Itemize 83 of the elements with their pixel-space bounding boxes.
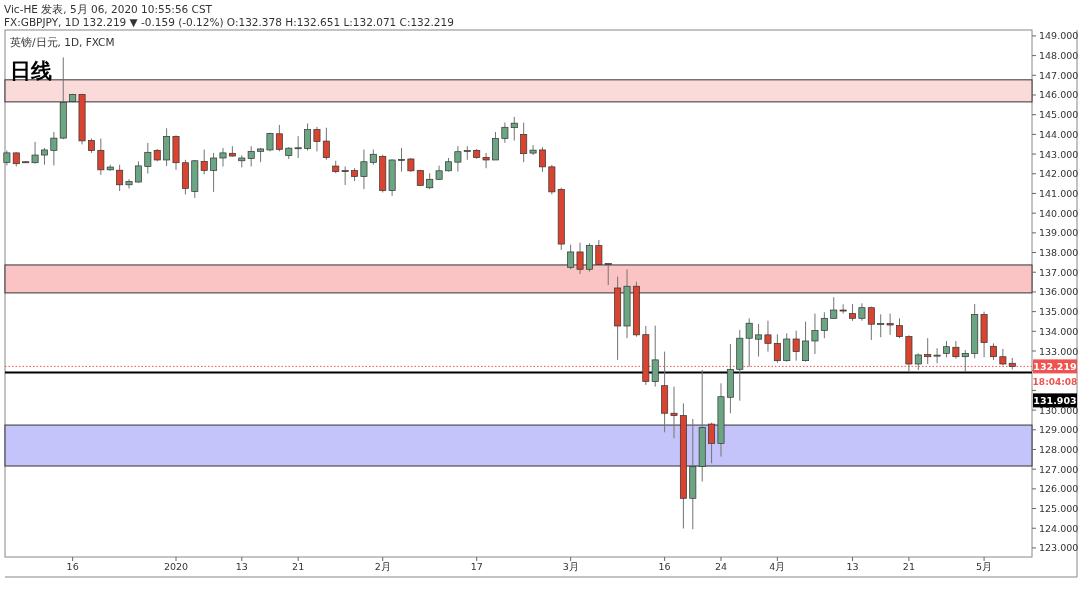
y-tick-label: 133.000 bbox=[1039, 345, 1079, 357]
y-tick-label: 148.000 bbox=[1039, 50, 1079, 62]
candlestick bbox=[529, 144, 537, 156]
candlestick bbox=[501, 122, 509, 144]
candlestick bbox=[31, 141, 39, 165]
candlestick bbox=[539, 146, 546, 173]
text: FX:GBPJPY, 1D 132.219 ▼ -0.159 (-0.12%) O:132.378 H:132.651 L:132.071 C:132.219 bbox=[4, 16, 454, 28]
candlestick bbox=[764, 320, 772, 353]
x-tick-label: 13 bbox=[846, 561, 859, 572]
text: 英镑/日元, 1D, FXCM bbox=[10, 36, 115, 48]
text: Vic-HE 发表, 5月 06, 2020 10:55:56 CST bbox=[4, 3, 213, 15]
y-tick-label: 139.000 bbox=[1039, 227, 1079, 239]
y-tick-label: 147.000 bbox=[1039, 69, 1079, 81]
candlestick bbox=[839, 303, 847, 315]
y-tick-label: 140.000 bbox=[1039, 207, 1079, 219]
x-tick-label: 16 bbox=[658, 561, 671, 572]
candlestick bbox=[134, 160, 142, 184]
y-tick-label: 141.000 bbox=[1039, 187, 1079, 199]
candlestick bbox=[275, 124, 283, 152]
y-tick-label: 137.000 bbox=[1039, 266, 1079, 278]
candlestick bbox=[398, 147, 405, 173]
y-tick-label: 130.000 bbox=[1039, 404, 1079, 416]
candlestick bbox=[210, 152, 218, 193]
y-tick-label: 136.000 bbox=[1039, 286, 1079, 298]
x-tick-label: 3月 bbox=[562, 561, 579, 572]
candlestick bbox=[510, 116, 518, 141]
candlestick bbox=[820, 311, 828, 339]
candlestick bbox=[961, 349, 969, 373]
candlestick bbox=[755, 323, 763, 358]
ref-line-label: 132.219 bbox=[1033, 360, 1077, 372]
x-tick-label: 24 bbox=[714, 561, 728, 572]
y-tick-label: 138.000 bbox=[1039, 247, 1079, 259]
ref-line-label: 131.903 bbox=[1033, 394, 1077, 406]
candlestick bbox=[454, 145, 462, 173]
candlestick bbox=[802, 321, 809, 363]
candlestick bbox=[520, 122, 528, 163]
y-tick-label: 127.000 bbox=[1039, 463, 1079, 475]
y-tick-label: 145.000 bbox=[1039, 109, 1079, 121]
candlestick bbox=[482, 152, 490, 169]
y-tick-label: 128.000 bbox=[1039, 443, 1079, 455]
candlestick bbox=[50, 131, 58, 166]
candlestick bbox=[341, 165, 349, 186]
annotation: 日线 bbox=[10, 59, 52, 83]
candlestick bbox=[830, 296, 838, 320]
y-tick-label: 124.000 bbox=[1039, 522, 1079, 534]
candlestick bbox=[116, 164, 124, 192]
y-tick-label: 126.000 bbox=[1039, 483, 1079, 495]
y-tick-label: 135.000 bbox=[1039, 306, 1079, 318]
candlestick bbox=[867, 306, 875, 341]
candlestick bbox=[360, 149, 368, 190]
candlestick bbox=[924, 337, 932, 365]
x-tick-label: 5月 bbox=[976, 561, 993, 572]
candlestick bbox=[219, 147, 227, 167]
candlestick bbox=[313, 126, 321, 152]
candlestick bbox=[125, 178, 133, 190]
y-tick-label: 129.000 bbox=[1039, 424, 1079, 436]
candlestick bbox=[877, 313, 885, 338]
candlestick bbox=[304, 123, 312, 152]
x-tick-label: 17 bbox=[470, 561, 483, 572]
y-tick-label: 123.000 bbox=[1039, 542, 1079, 554]
x-tick-label: 2020 bbox=[163, 561, 189, 572]
y-tick-label: 144.000 bbox=[1039, 128, 1079, 140]
candlestick bbox=[896, 317, 903, 339]
y-tick-label: 142.000 bbox=[1039, 168, 1079, 180]
y-tick-label: 125.000 bbox=[1039, 503, 1079, 515]
y-tick-label: 143.000 bbox=[1039, 148, 1079, 160]
x-tick-label: 4月 bbox=[769, 561, 786, 572]
candlestick bbox=[886, 313, 894, 336]
y-tick-label: 149.000 bbox=[1039, 30, 1079, 42]
y-tick-label: 134.000 bbox=[1039, 325, 1079, 337]
candlestick bbox=[773, 333, 781, 364]
candlestick bbox=[163, 127, 171, 167]
candlestick bbox=[322, 127, 330, 161]
candlestick bbox=[933, 347, 941, 364]
x-tick-label: 13 bbox=[235, 561, 248, 572]
text: 18:04:08 bbox=[1032, 377, 1078, 388]
x-tick-label: 2月 bbox=[374, 561, 391, 572]
y-tick-label: 146.000 bbox=[1039, 89, 1079, 101]
x-tick-label: 16 bbox=[66, 561, 79, 572]
x-tick-label: 21 bbox=[902, 561, 915, 572]
candlestick bbox=[492, 131, 499, 161]
candlestick bbox=[811, 313, 819, 355]
x-tick-label: 21 bbox=[292, 561, 305, 572]
